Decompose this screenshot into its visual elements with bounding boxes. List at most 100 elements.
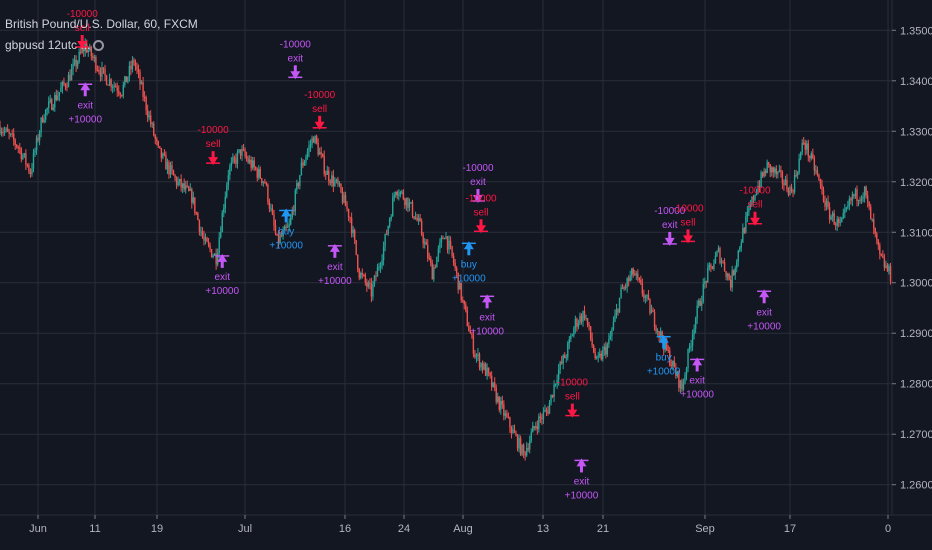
candle-body: [451, 246, 453, 256]
candle-body: [92, 56, 94, 58]
chart-title: British Pound/U.S. Dollar, 60, FXCM: [5, 17, 198, 31]
candle-body: [579, 315, 581, 324]
candle-body: [503, 404, 505, 416]
candle-body: [58, 91, 61, 96]
candle-body: [12, 133, 15, 141]
candle-body: [43, 119, 45, 123]
candle-body: [539, 416, 542, 418]
candle-body: [562, 355, 564, 364]
candle-body: [717, 247, 720, 252]
candle-body: [825, 201, 828, 207]
candle-body: [20, 148, 23, 159]
candle-body: [743, 228, 746, 233]
price-axis[interactable]: 1.3500 1.3400 1.3300 1.3200 1.3100 1.3000 1.29…: [892, 25, 932, 492]
time-axis[interactable]: Jun 11 19 Jul 16 24 Aug 13 21 Sep 17 0: [29, 515, 891, 535]
candle-body: [783, 183, 785, 185]
candle-body: [230, 162, 233, 167]
candle-body: [366, 282, 368, 287]
candle-body: [766, 162, 768, 174]
candle-body: [388, 218, 391, 226]
candle-body: [874, 228, 876, 234]
candle-body: [99, 71, 102, 77]
candle-body: [408, 202, 411, 208]
candle-body: [344, 194, 347, 207]
trade-action-label: sell: [312, 104, 327, 115]
price-tick-label: 1.3400: [900, 76, 932, 88]
trade-qty-label: -10000: [67, 9, 99, 20]
candle-body: [169, 165, 172, 175]
candle-body: [500, 400, 502, 410]
candle-body: [280, 235, 283, 237]
candle-body: [646, 295, 648, 297]
candle-body: [142, 82, 144, 97]
candle-body: [583, 311, 586, 319]
candle-body: [393, 195, 395, 198]
buy-trade-marker: buy +10000: [647, 334, 681, 378]
candle-body: [525, 448, 528, 456]
trade-qty-label: +10000: [565, 490, 599, 501]
candle-body: [643, 293, 645, 298]
candle-body: [175, 177, 178, 186]
candle-body: [274, 225, 277, 234]
candle-body: [395, 191, 397, 196]
candle-body: [452, 255, 455, 263]
candle-body: [454, 262, 456, 268]
exit-trade-marker: exit +10000: [565, 458, 599, 501]
candle-body: [568, 339, 570, 344]
candle-body: [506, 413, 508, 417]
candle-body: [515, 433, 517, 436]
candle-body: [824, 200, 826, 207]
arrow-up-icon: [463, 241, 474, 250]
time-tick-label: Jul: [238, 523, 252, 535]
candle-body: [536, 426, 539, 430]
candle-body: [258, 168, 260, 178]
candlestick-series: [0, 38, 893, 461]
exit-trade-marker: exit +10000: [68, 82, 103, 125]
candle-body: [839, 222, 841, 224]
candle-body: [440, 237, 443, 243]
candle-body: [180, 179, 182, 188]
candle-body: [512, 429, 514, 434]
candle-body: [37, 137, 39, 141]
candle-body: [154, 135, 156, 139]
sell-trade-marker: sell -10000: [198, 125, 229, 166]
candle-body: [732, 270, 735, 275]
candle-body: [443, 238, 446, 240]
trade-action-label: buy: [278, 226, 294, 237]
candle-body: [221, 212, 223, 233]
candle-body: [489, 372, 491, 376]
candle-body: [49, 99, 51, 102]
candle-body: [283, 226, 286, 231]
candle-body: [574, 318, 577, 329]
candle-body: [259, 168, 261, 179]
candle-body: [697, 300, 700, 306]
candle-body: [649, 299, 651, 314]
candle-body: [346, 206, 348, 209]
candle-body: [325, 173, 327, 175]
candle-body: [690, 345, 692, 347]
candle-body: [288, 224, 290, 227]
candle-body: [763, 170, 765, 177]
candle-body: [548, 402, 551, 414]
candle-body: [521, 444, 523, 455]
study-legend[interactable]: gbpusd 12utc ...: [5, 38, 105, 52]
candle-body: [605, 346, 607, 355]
candle-body: [248, 159, 251, 163]
candle-body: [716, 251, 718, 256]
candle-body: [748, 207, 750, 212]
candle-body: [789, 186, 791, 196]
trade-qty-label: +10000: [68, 114, 102, 125]
candle-body: [200, 231, 202, 233]
candle-body: [592, 345, 595, 353]
exit-trade-marker: exit +10000: [470, 294, 504, 337]
trade-qty-label: +10000: [205, 286, 239, 297]
candle-body: [838, 218, 840, 223]
arrow-shaft: [318, 115, 322, 123]
candle-body: [819, 179, 822, 185]
candle-body: [577, 323, 580, 327]
arrow-up-icon: [692, 357, 703, 366]
candle-body: [405, 197, 408, 206]
gear-icon[interactable]: [93, 40, 105, 52]
candle-body: [637, 273, 639, 278]
